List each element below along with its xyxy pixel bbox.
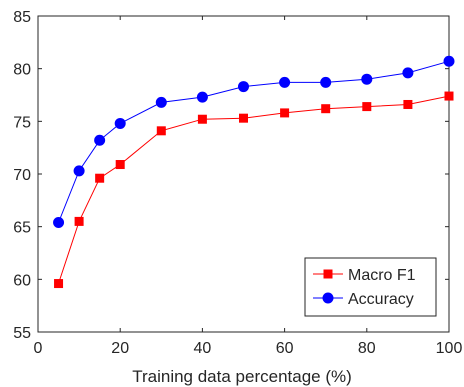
data-point-square	[54, 279, 64, 289]
y-tick-label: 65	[13, 220, 31, 237]
x-tick-label: 20	[111, 340, 129, 357]
data-point-circle	[320, 76, 332, 88]
legend-label: Macro F1	[348, 267, 416, 284]
y-tick-label: 70	[13, 167, 31, 184]
x-tick-label: 40	[194, 340, 212, 357]
axis-ticks: 0 20 40 60 80 100 55 60 65 70 75 80 85	[13, 9, 462, 357]
data-point-square	[321, 104, 331, 114]
data-point-square	[362, 102, 372, 112]
y-tick-label: 55	[13, 325, 31, 342]
data-point-square	[403, 99, 413, 109]
series-line	[58, 60, 450, 223]
x-tick-label: 60	[276, 340, 294, 357]
legend-marker-circle	[322, 292, 334, 304]
data-point-square	[95, 173, 105, 183]
data-point-square	[115, 160, 125, 170]
x-tick-label: 0	[34, 340, 43, 357]
series-macro-f1	[54, 91, 454, 289]
data-point-circle	[114, 117, 126, 129]
y-tick-label: 75	[13, 114, 31, 131]
data-point-circle	[53, 216, 65, 228]
data-point-circle	[443, 55, 455, 67]
data-point-circle	[94, 134, 106, 146]
data-point-square	[239, 113, 248, 123]
y-tick-label: 80	[13, 62, 31, 79]
series-accuracy	[53, 55, 455, 228]
legend-label: Accuracy	[348, 291, 414, 308]
data-point-square	[444, 91, 454, 101]
series-line	[58, 95, 450, 284]
x-axis-label: Training data percentage (%)	[132, 367, 352, 386]
data-point-circle	[155, 96, 167, 108]
legend: Macro F1 Accuracy	[304, 257, 437, 317]
legend-entry: Macro F1	[313, 267, 416, 284]
data-point-circle	[279, 76, 291, 88]
legend-marker-square	[323, 269, 333, 279]
legend-box	[304, 257, 437, 317]
series-layer	[53, 55, 455, 289]
data-point-square	[197, 114, 207, 124]
data-point-square	[156, 126, 166, 136]
data-point-square	[74, 216, 84, 226]
data-point-circle	[196, 91, 208, 103]
data-point-circle	[73, 165, 85, 177]
data-point-square	[280, 108, 290, 118]
x-tick-label: 100	[436, 340, 463, 357]
data-point-circle	[238, 81, 249, 93]
y-tick-label: 85	[13, 9, 31, 26]
data-point-circle	[402, 67, 414, 79]
y-tick-label: 60	[13, 272, 31, 289]
data-point-circle	[361, 73, 373, 85]
legend-entry: Accuracy	[313, 291, 414, 308]
x-tick-label: 80	[358, 340, 376, 357]
